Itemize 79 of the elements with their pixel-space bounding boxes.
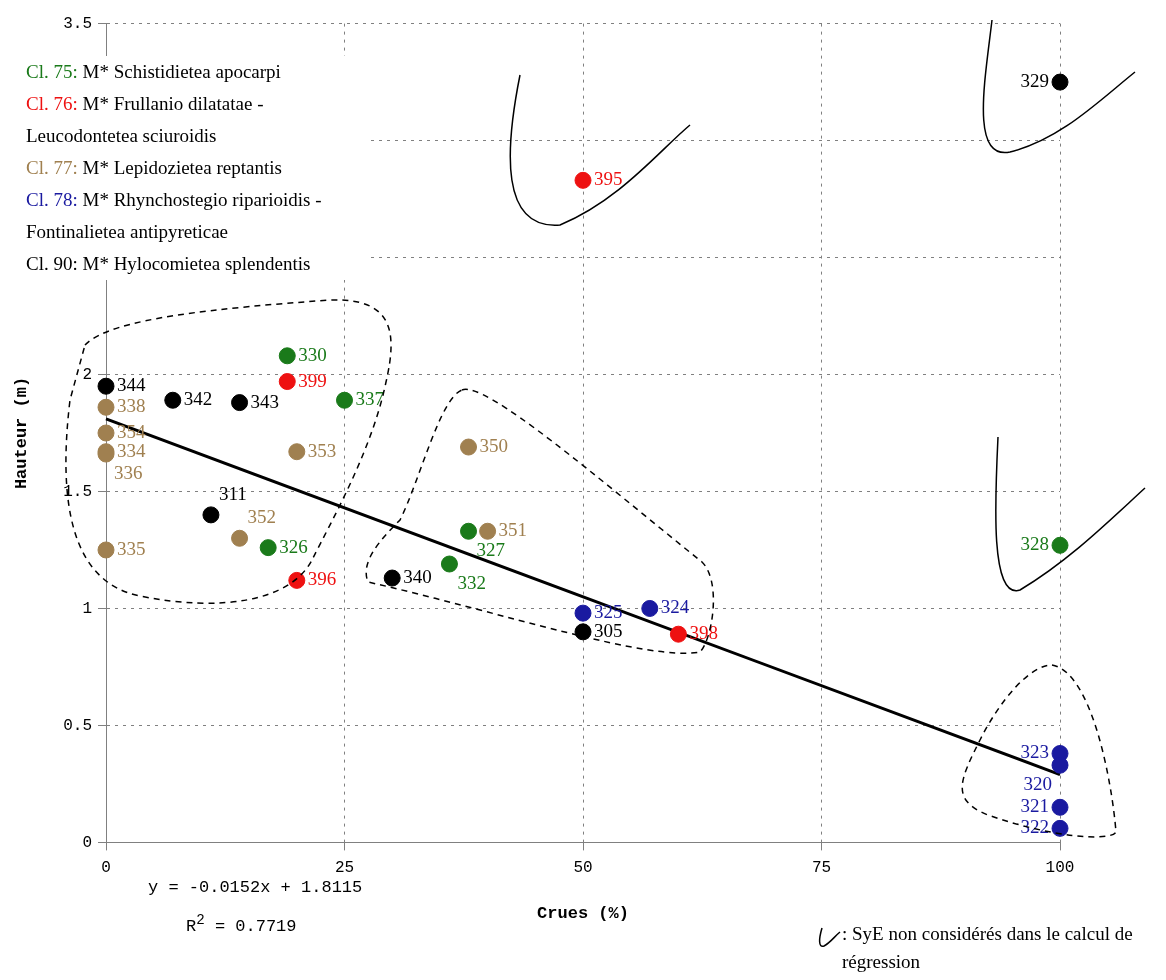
annotation: 353 xyxy=(307,439,337,461)
point xyxy=(202,506,220,524)
annotation: 324 xyxy=(660,596,690,618)
text: Cl. 76: M* Frullanio dilatatae - Leucodontetea sciuroidis xyxy=(26,92,265,148)
point xyxy=(288,443,306,461)
point xyxy=(574,171,592,189)
annotation: 343 xyxy=(250,390,280,412)
annotation: 321 xyxy=(1020,795,1049,817)
annotation: 305 xyxy=(594,619,623,641)
text: : SyE non considérés dans le calcul de régression xyxy=(842,922,1134,974)
annotation: 342 xyxy=(183,388,213,410)
text: R$^{2}$ = 0.7719 xyxy=(186,912,297,936)
x-tick-label: 25 xyxy=(334,859,355,878)
point xyxy=(97,424,115,442)
y-axis-title: Hauteur (m) xyxy=(12,376,32,490)
y-tick-label: 0.5 xyxy=(63,716,92,735)
x-axis-title: Crues (%) xyxy=(537,904,629,924)
annotation: 351 xyxy=(498,519,528,541)
point xyxy=(97,541,115,559)
y-tick-label: 3.5 xyxy=(63,14,92,33)
point xyxy=(231,394,249,412)
annotation: 332 xyxy=(457,571,486,593)
annotation: 352 xyxy=(247,506,277,528)
point xyxy=(574,623,592,641)
annotation: 330 xyxy=(298,343,327,365)
point xyxy=(231,529,249,547)
annotation: 311 xyxy=(218,482,247,504)
point xyxy=(97,398,115,416)
x-tick-label: 100 xyxy=(1045,859,1075,878)
annotation: 344 xyxy=(117,374,146,396)
point xyxy=(574,604,592,622)
annotation: 337 xyxy=(355,388,384,410)
point xyxy=(1051,536,1069,554)
annotation: 396 xyxy=(307,568,337,590)
point xyxy=(641,599,659,617)
annotation: 338 xyxy=(117,395,146,417)
point xyxy=(1051,819,1069,837)
point xyxy=(288,571,306,589)
y-tick-label: 0 xyxy=(82,833,92,852)
point xyxy=(440,555,458,573)
point xyxy=(278,347,296,365)
annotation: 334 xyxy=(117,439,146,461)
y-tick-label: 1 xyxy=(82,599,92,618)
text: y = -0.0152x + 1.8115 xyxy=(148,878,363,897)
point xyxy=(460,522,478,540)
point xyxy=(259,539,277,557)
annotation: 320 xyxy=(1023,773,1052,795)
annotation: 329 xyxy=(1020,70,1049,92)
text: Cl. 75: M* Schistidietea apocarpi xyxy=(26,60,282,84)
annotation: 322 xyxy=(1020,816,1049,838)
annotation: 399 xyxy=(298,369,327,391)
text: Cl. 78: M* Rhynchostegio riparioidis - Fontinalietea antipyreticae xyxy=(26,188,323,244)
point xyxy=(383,569,401,587)
x-tick-label: 0 xyxy=(101,859,111,878)
point xyxy=(97,377,115,395)
point xyxy=(1051,73,1069,91)
annotation: 350 xyxy=(479,435,509,457)
annotation: 327 xyxy=(476,539,506,561)
point xyxy=(164,391,182,409)
annotation: 340 xyxy=(403,566,432,588)
annotation: 328 xyxy=(1020,533,1049,555)
annotation: 326 xyxy=(279,535,308,557)
point xyxy=(336,391,353,409)
annotation: 336 xyxy=(114,462,143,484)
point xyxy=(278,373,296,391)
x-tick-label: 50 xyxy=(573,859,593,878)
annotation: 335 xyxy=(117,537,146,559)
x-tick-label: 75 xyxy=(811,859,832,878)
annotation: 323 xyxy=(1020,741,1049,763)
y-tick-label: 1.5 xyxy=(63,482,92,501)
y-tick-label: 2 xyxy=(82,365,92,384)
text: Cl. 90: M* Hylocomietea splendentis xyxy=(26,252,312,276)
point xyxy=(1051,798,1069,816)
annotation: 395 xyxy=(594,168,623,190)
point xyxy=(460,438,478,456)
point xyxy=(669,625,687,643)
point xyxy=(479,522,497,540)
text: Cl. 77: M* Lepidozietea reptantis xyxy=(26,156,283,180)
annotation: 398 xyxy=(689,622,718,644)
